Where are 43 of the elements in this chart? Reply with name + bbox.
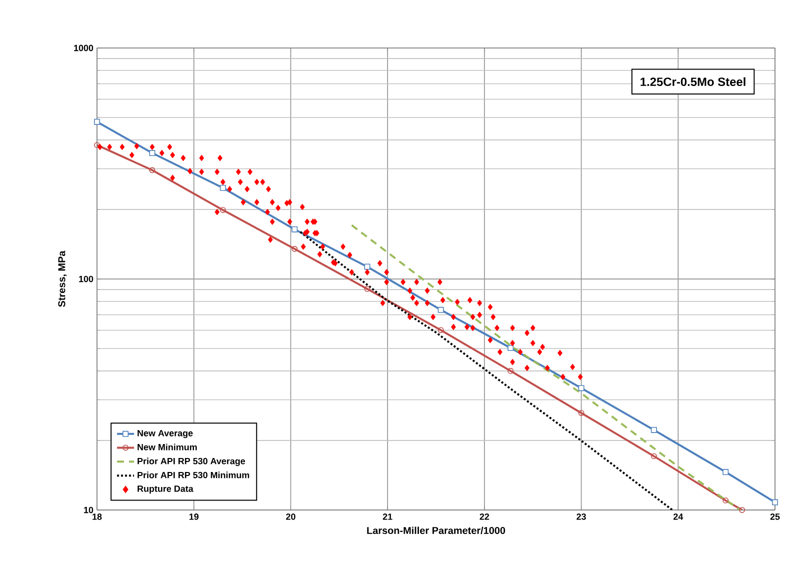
point — [578, 385, 584, 392]
x-tick-label: 18 — [92, 514, 102, 520]
point — [364, 286, 370, 292]
point — [650, 453, 657, 460]
point — [739, 507, 746, 513]
point — [94, 142, 100, 148]
point — [94, 118, 100, 125]
point — [722, 469, 729, 476]
y-tick-label: 1000 — [74, 44, 94, 52]
point — [292, 226, 298, 232]
x-tick-label: 20 — [286, 514, 296, 520]
point — [149, 167, 156, 174]
y-axis-title: Stress, MPa — [58, 250, 67, 307]
x-tick-label: 25 — [770, 514, 780, 520]
x-tick-label: 22 — [480, 514, 490, 520]
point — [149, 150, 156, 156]
y-tick-label: 100 — [79, 276, 94, 282]
point — [508, 344, 514, 351]
line-series — [350, 224, 742, 510]
legend-label: Rupture Data — [138, 486, 194, 494]
point — [578, 410, 584, 416]
point — [508, 368, 514, 374]
point — [438, 327, 444, 334]
point — [722, 497, 729, 504]
point — [220, 206, 226, 213]
x-tick-label: 19 — [189, 514, 199, 520]
x-tick-label: 21 — [382, 514, 392, 520]
x-tick-label: 23 — [576, 514, 586, 520]
point — [220, 184, 226, 191]
annotation: 1.25Cr-0.5Mo Steel — [640, 77, 746, 86]
point — [650, 427, 657, 433]
legend-label: Prior API RP 530 Average — [138, 458, 246, 466]
point — [364, 264, 370, 270]
legend-label: New Minimum — [138, 444, 197, 450]
point — [772, 499, 778, 506]
point — [292, 246, 298, 252]
x-axis-title: Larson-Miller Parameter/1000 — [367, 526, 506, 534]
x-tick-label: 24 — [673, 514, 684, 520]
line-series — [299, 230, 674, 510]
legend-label: New Average — [138, 430, 193, 438]
y-tick-label: 10 — [84, 506, 94, 514]
point — [438, 306, 444, 313]
legend-label: Prior API RP 530 Minimum — [138, 472, 250, 478]
